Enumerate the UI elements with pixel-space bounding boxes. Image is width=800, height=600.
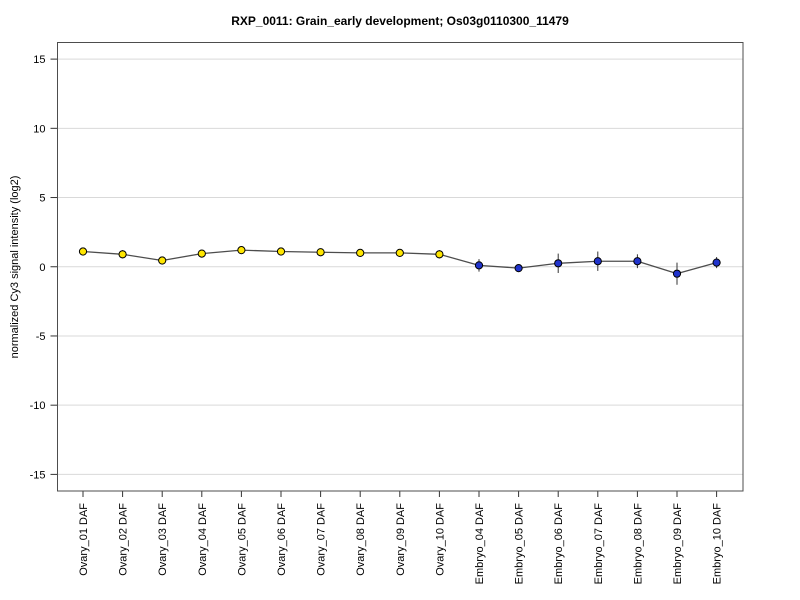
x-tick-label: Ovary_10 DAF (434, 503, 446, 576)
x-tick-label: Embryo_05 DAF (514, 503, 526, 585)
data-point-marker (514, 264, 523, 273)
x-tick-label: Embryo_08 DAF (632, 503, 644, 585)
y-tick-label: 0 (39, 262, 45, 274)
y-tick-label: 10 (33, 123, 45, 135)
x-tick-label: Embryo_10 DAF (712, 503, 724, 585)
data-point-marker (78, 247, 88, 256)
data-point-marker (672, 269, 682, 278)
x-tick-label: Ovary_09 DAF (395, 503, 407, 576)
x-tick-label: Ovary_05 DAF (236, 503, 248, 576)
x-tick-label: Ovary_08 DAF (355, 503, 367, 576)
data-point-marker (158, 256, 167, 265)
data-point-marker (276, 247, 286, 256)
data-point-marker (395, 248, 404, 258)
data-point-marker (237, 246, 246, 255)
data-point-marker (593, 257, 602, 266)
x-tick-label: Ovary_04 DAF (197, 503, 209, 576)
data-point-marker (435, 250, 444, 259)
y-tick-label: -10 (30, 400, 46, 412)
x-tick-label: Ovary_06 DAF (276, 503, 288, 576)
y-tick-label: 15 (33, 54, 45, 66)
data-point-marker (316, 248, 325, 257)
y-axis-title: normalized Cy3 signal intensity (log2) (9, 176, 21, 359)
x-tick-label: Embryo_04 DAF (474, 503, 486, 585)
axes: -15 -10 -5 0 5 10 15 Ovary_01 DAF Ovary_02 DAF Ov… (30, 54, 724, 584)
x-tick-label: Embryo_07 DAF (593, 503, 605, 585)
y-tick-label: -15 (30, 469, 46, 481)
y-tick-label: 5 (39, 193, 45, 205)
x-tick-label: Ovary_01 DAF (78, 503, 90, 576)
x-tick-label: Ovary_02 DAF (118, 503, 130, 576)
data-point-marker (712, 258, 721, 267)
x-tick-label: Ovary_07 DAF (316, 503, 328, 576)
x-tick-label: Embryo_09 DAF (672, 503, 684, 585)
data-point-marker (197, 249, 206, 258)
chart-title: RXP_0011: Grain_early development; Os03g… (231, 14, 569, 28)
gridlines (57, 58, 743, 475)
data-series (78, 246, 721, 285)
x-tick-label: Ovary_03 DAF (157, 503, 169, 576)
data-point-marker (554, 259, 563, 268)
data-point-marker (474, 261, 484, 270)
y-tick-label: -5 (36, 331, 46, 343)
data-point-marker (633, 257, 642, 266)
data-point-marker (356, 248, 365, 258)
x-tick-label: Embryo_06 DAF (553, 503, 565, 585)
plot-frame (57, 42, 744, 492)
data-point-marker (118, 250, 127, 259)
